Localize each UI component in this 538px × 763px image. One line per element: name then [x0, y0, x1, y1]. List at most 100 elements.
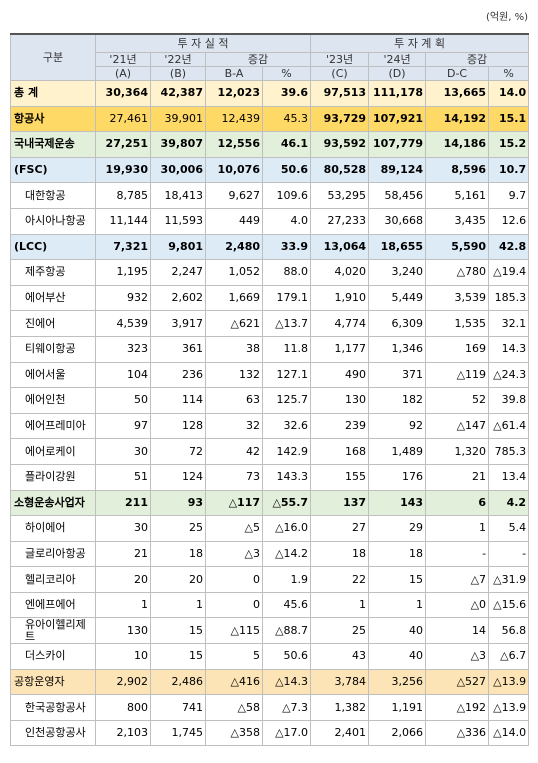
cell: 27,233 — [310, 207, 370, 235]
cell: 2,103 — [95, 719, 151, 747]
cell: △14.0 — [488, 719, 530, 747]
row-label: 에어로케이 — [10, 438, 96, 465]
cell: 51 — [95, 463, 151, 491]
row-label: 진에어 — [10, 310, 96, 337]
cell: 50.6 — [261, 643, 312, 670]
cell: 30,668 — [368, 207, 427, 235]
cell: 92 — [368, 412, 427, 440]
cell: 125.7 — [261, 387, 312, 414]
row-label: 에어인천 — [10, 387, 96, 414]
cell: 42 — [205, 438, 263, 465]
header-cell: '23년 — [310, 52, 370, 67]
cell: 1,669 — [205, 284, 263, 312]
cell: 142.9 — [261, 438, 312, 465]
cell: 43 — [310, 643, 370, 670]
cell: 13,665 — [425, 80, 490, 107]
cell: 449 — [205, 207, 263, 235]
table-row: 아시아나항공 11,144 11,593 449 4.0 27,233 30,668 3,43… — [10, 207, 530, 235]
row-label: 플라이강원 — [10, 463, 96, 491]
table-row: 한국공항공사 800 741 △58 △7.3 1,382 1,191 △192 △13.9 — [10, 694, 530, 721]
cell: 155 — [310, 463, 370, 491]
cell: 9,627 — [205, 182, 263, 209]
cell: 80,528 — [310, 156, 370, 184]
cell: 14 — [425, 617, 490, 645]
cell: △24.3 — [488, 361, 530, 389]
row-label: 국내국제운송 — [10, 131, 96, 158]
cell: 1,346 — [368, 335, 427, 363]
cell: 104 — [95, 361, 151, 389]
cell: 21 — [425, 463, 490, 491]
table-row: 항공사 27,461 39,901 12,439 45.3 93,729 107,921 14… — [10, 105, 530, 133]
cell: 211 — [95, 489, 151, 517]
header-cell: '22년 — [150, 52, 206, 67]
table-row: 에어로케이 30 72 42 142.9 168 1,489 1,320 785.3 — [10, 438, 530, 465]
cell: △115 — [205, 617, 263, 645]
cell: △336 — [425, 719, 490, 747]
cell: 42.8 — [488, 233, 530, 261]
cell: 39,807 — [150, 131, 206, 158]
cell: 3,539 — [425, 284, 490, 312]
row-label: 글로리아항공 — [10, 540, 96, 568]
cell: 11,593 — [150, 207, 206, 235]
row-label: (FSC) — [10, 156, 96, 184]
cell: 5,449 — [368, 284, 427, 312]
table-row: 에어프레미아 97 128 32 32.6 239 92 △147 △61.4 — [10, 412, 530, 440]
cell: 9.7 — [488, 182, 530, 209]
cell: 741 — [150, 694, 206, 721]
cell: △17.0 — [261, 719, 312, 747]
cell: △621 — [205, 310, 263, 337]
header-row: '21년 '22년 증감 '23년 '24년 증감 — [11, 52, 530, 67]
table-row: 더스카이 10 15 5 50.6 43 40 △3 △6.7 — [10, 643, 530, 670]
table-row: 글로리아항공 21 18 △3 △14.2 18 18- - — [10, 540, 530, 568]
cell: 4.0 — [261, 207, 312, 235]
cell: 53,295 — [310, 182, 370, 209]
header-cell: % — [488, 66, 530, 81]
cell: 30,006 — [150, 156, 206, 184]
cell: △117 — [205, 489, 263, 517]
cell: 58,456 — [368, 182, 427, 209]
table-row: 에어서울 104 236 132 127.1 490 371 △119 △24.3 — [10, 361, 530, 389]
row-label: 에어프레미아 — [10, 412, 96, 440]
cell: 124 — [150, 463, 206, 491]
table-row: 공항운영자 2,902 2,486 △416 △14.3 3,784 3,256 △527 △1… — [10, 668, 530, 696]
cell: 20 — [150, 566, 206, 593]
cell: 1,489 — [368, 438, 427, 465]
cell: △14.3 — [261, 668, 312, 696]
header-cell: 투 자 실 적 — [94, 33, 312, 53]
cell: 18 — [368, 540, 427, 568]
table-row: 제주항공 1,195 2,247 1,052 88.0 4,020 3,240 △780 △19… — [10, 259, 530, 286]
cell: 2,401 — [310, 719, 370, 747]
cell: 97 — [95, 412, 151, 440]
cell: 15 — [150, 617, 206, 645]
cell: △19.4 — [488, 259, 530, 286]
cell: 30 — [95, 438, 151, 465]
cell: 2,247 — [150, 259, 206, 286]
row-label: 유아이헬리제트 — [10, 617, 96, 645]
cell: 5 — [205, 643, 263, 670]
cell: 32.6 — [261, 412, 312, 440]
cell: 371 — [368, 361, 427, 389]
row-label: 공항운영자 — [10, 668, 96, 696]
cell: 32 — [205, 412, 263, 440]
cell: 38 — [205, 335, 263, 363]
cell: 143.3 — [261, 463, 312, 491]
cell: 128 — [150, 412, 206, 440]
cell: 72 — [150, 438, 206, 465]
cell: △15.6 — [488, 591, 530, 619]
cell: 1,195 — [95, 259, 151, 286]
cell: 93,592 — [310, 131, 370, 158]
cell: 2,486 — [150, 668, 206, 696]
cell: 33.9 — [261, 233, 312, 261]
row-label: 항공사 — [10, 105, 96, 133]
cell: 15 — [368, 566, 427, 593]
cell: 932 — [95, 284, 151, 312]
table-row: 진에어 4,539 3,917 △621 △13.7 4,774 6,309 1,535 32.… — [10, 310, 530, 337]
cell: 73 — [205, 463, 263, 491]
cell: 8,596 — [425, 156, 490, 184]
cell: 1,382 — [310, 694, 370, 721]
cell: 93 — [150, 489, 206, 517]
cell: 1 — [368, 591, 427, 619]
header-cell: (C) — [310, 66, 370, 81]
cell: 10 — [95, 643, 151, 670]
cell: 239 — [310, 412, 370, 440]
